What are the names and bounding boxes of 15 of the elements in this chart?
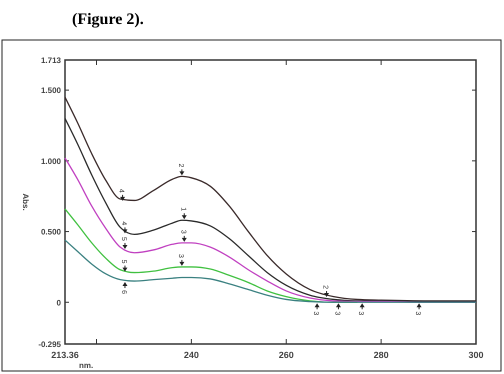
- x-axis-title: nm.: [79, 361, 94, 370]
- x-tick-label: 280: [374, 350, 389, 360]
- y-tick-label: 0: [56, 298, 62, 308]
- x-tick-label: 240: [184, 350, 199, 360]
- y-tick-label: 1.500: [40, 86, 62, 96]
- x-tick-label: 300: [468, 350, 484, 360]
- y-tick-label: 0.500: [40, 228, 62, 237]
- x-tick-label: 260: [278, 350, 294, 360]
- y-axis-title: Abs.: [21, 193, 30, 211]
- y-tick-label: 1.713: [40, 56, 62, 65]
- y-tick-label: 1.000: [40, 156, 62, 166]
- x-tick-label: 213.36: [51, 350, 79, 360]
- text: (Figure 2).: [72, 11, 144, 28]
- y-tick-label: -0.295: [38, 340, 62, 349]
- line-series: [64, 239, 477, 303]
